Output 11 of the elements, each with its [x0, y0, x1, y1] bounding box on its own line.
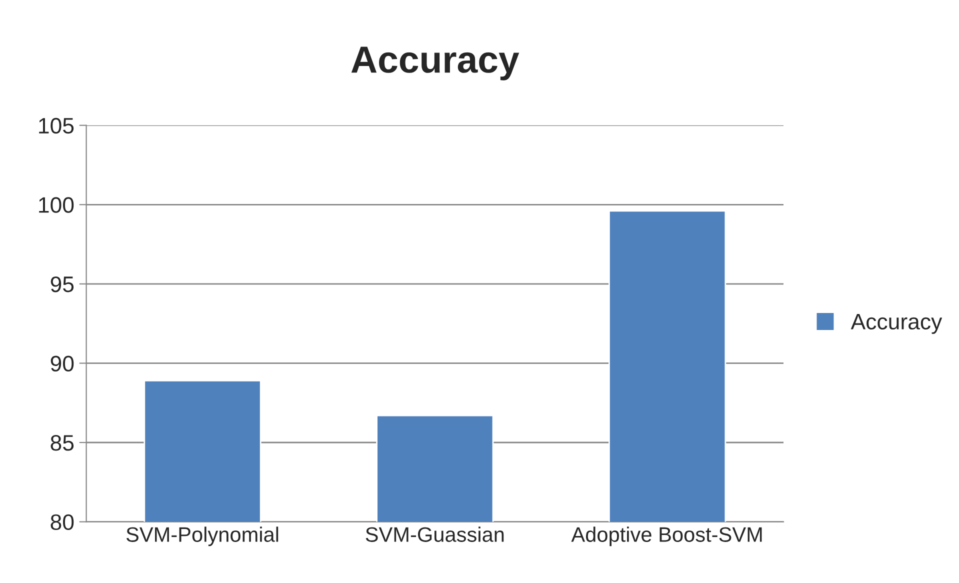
x-tick-label: SVM-Guassian — [366, 526, 504, 542]
legend-label: Accuracy — [850, 314, 942, 334]
x-tick-label: Adoptive Boost-SVM — [571, 526, 762, 546]
y-tick-label: 90 — [50, 356, 74, 372]
y-tick-label: 85 — [50, 435, 74, 451]
y-tick-label: 100 — [39, 197, 74, 213]
chart-title: Accuracy — [351, 46, 520, 80]
y-tick-label: 95 — [50, 276, 74, 292]
y-tick-label: 105 — [39, 118, 74, 134]
x-tick-label: SVM-Polynomial — [126, 526, 278, 546]
y-tick-label: 80 — [50, 514, 74, 530]
